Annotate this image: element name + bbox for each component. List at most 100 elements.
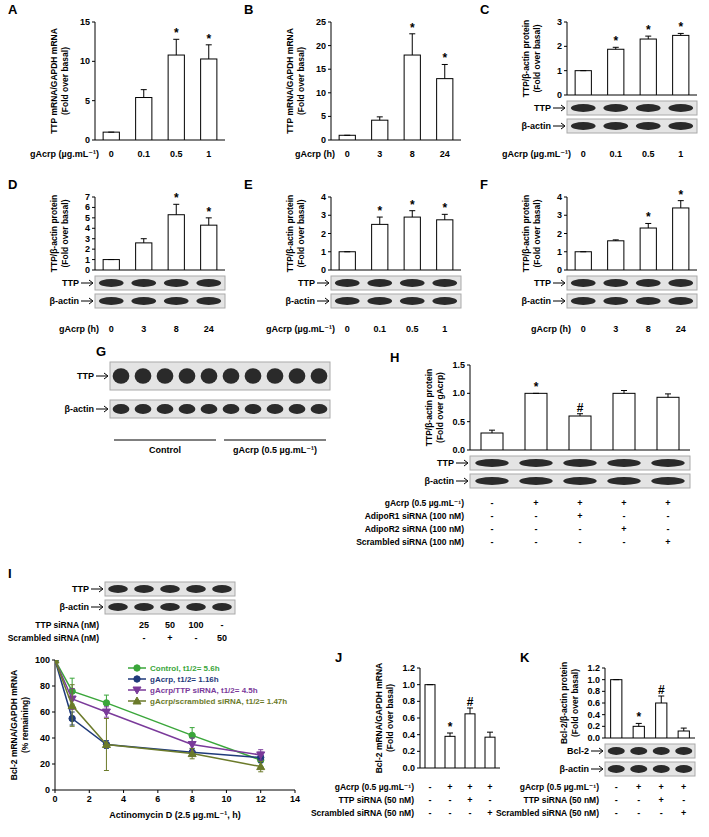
blot-strip [110,400,330,418]
blot-band [519,459,552,467]
panel-label: I [8,566,12,581]
y-tick-label: 0.2 [587,721,600,731]
y-tick [602,726,605,727]
y-tick [602,668,605,669]
y-tick [417,734,420,735]
condition-value: + [665,537,670,547]
legend-label: gAcrp, t1/2= 1.16h [150,675,219,684]
y-tick-label: 7 [85,192,90,202]
blot-band [636,279,661,287]
condition-label: AdipoR1 siRNA (100 nM) [365,511,465,521]
bar [339,252,355,270]
error-bar [409,34,415,55]
legend-marker [134,676,140,682]
blot-band [367,297,392,305]
category-label: 0 [581,149,586,159]
blot-band [571,122,596,130]
y-tick [564,197,567,198]
blot-band [607,477,640,485]
category-label: 0 [345,324,350,334]
blot-band [164,279,189,287]
blot-label: β-actin [50,296,80,306]
y-tick-label: 2 [557,41,562,51]
condition-value: - [195,633,198,643]
blot-label: TTP [298,278,315,288]
y-tick-label: 1.0 [587,675,600,685]
y-tick-label: 1 [557,66,562,76]
blot-band [367,279,392,287]
panel-label: G [96,344,106,359]
bar [673,35,689,95]
error-bar [108,132,114,133]
group-line [224,440,326,441]
y-tick-label: 0.8 [587,686,600,696]
x-tick-label: 8 [190,794,195,804]
blot-band [630,765,647,773]
blot-band [475,477,508,485]
y-tick [92,140,95,141]
x-tick-label: 2 [87,794,92,804]
blot-band [186,585,206,593]
y-tick [92,249,95,250]
y-tick-label: 1.0 [402,680,415,690]
x-axis-label: gAcrp (h) [531,324,571,334]
plot-area [339,211,453,270]
y-tick [564,22,567,23]
blot-band [289,404,306,414]
category-label: 1 [206,149,211,159]
error-bar [206,45,212,59]
panel-label: A [8,2,18,17]
y-tick [328,116,331,117]
blot-arrow [553,298,565,304]
category-label: 0 [109,324,114,334]
error-bar [173,39,179,55]
y-tick [467,450,470,451]
significance-mark: * [636,710,641,724]
x-axis [55,790,295,791]
blot-band [113,368,130,384]
blot-label: β-actin [60,602,90,612]
bar [485,737,495,768]
x-axis-label: gAcrp (µg.mL⁻¹) [502,149,571,159]
error-bar [613,239,619,241]
y-tick-label: 5 [321,111,326,121]
y-tick [564,70,567,71]
x-tick [123,790,124,793]
category-label: 0.1 [137,149,150,159]
plot-area [425,685,495,768]
y-tick-label: 4 [557,192,562,202]
condition-value: - [491,537,494,547]
blot-band [223,368,240,384]
significance-mark: * [206,205,211,219]
y-tick-label: 4 [85,223,90,233]
condition-value: - [221,620,224,630]
bar [168,55,184,140]
plot-area [103,204,217,270]
y-tick [602,691,605,692]
bar [103,132,119,140]
blot-strip [567,294,697,308]
condition-value: + [533,498,538,508]
blot-strip [567,119,697,133]
blot-band [571,279,596,287]
bar [673,208,689,270]
category-label: 0 [581,324,586,334]
condition-value: 50 [217,633,227,643]
y-tick [92,207,95,208]
y-axis-label: TTP/β-actin protein [49,195,59,272]
y-tick-label: 1 [321,247,326,257]
y-tick-label: 0 [321,135,326,145]
y-tick [417,768,420,769]
panel-label: K [520,650,530,665]
condition-value: - [637,808,640,818]
y-tick-label: 5 [85,213,90,223]
error-bar [487,732,493,737]
data-point [55,660,59,663]
y-tick-label: 100 [35,655,50,665]
blot-arrow [591,766,603,772]
condition-label: AdipoR2 siRNA (100 nM) [365,524,465,534]
blot-label: Bcl-2 [567,746,589,756]
significance-mark: * [410,21,415,35]
y-axis-label: TTP mRNA/GAPDH mRNA [49,28,59,134]
bar [678,731,689,738]
